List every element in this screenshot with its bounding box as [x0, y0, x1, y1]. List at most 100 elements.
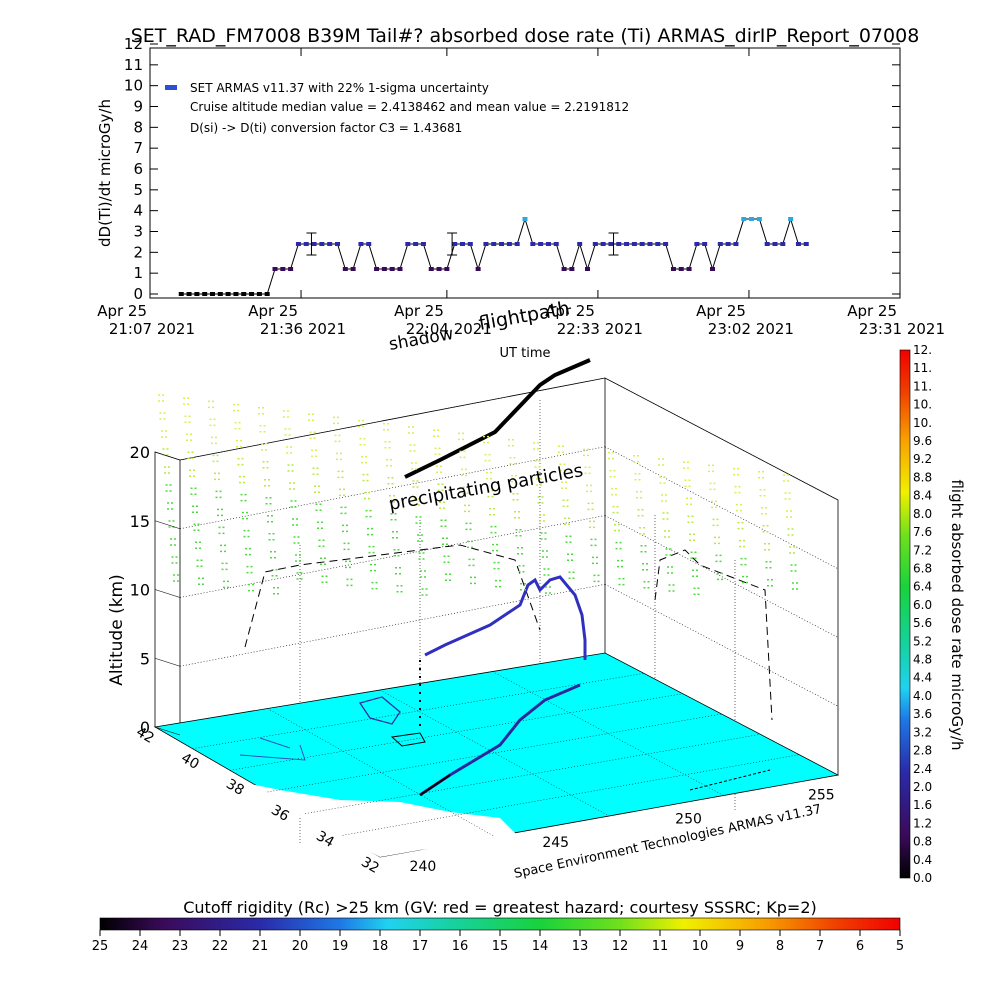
wall-gridline [604, 446, 839, 570]
y-tick-label: 6 [133, 160, 143, 178]
data-point [420, 242, 426, 246]
rigidity-label: Cutoff rigidity (Rc) >25 km (GV: red = g… [183, 898, 817, 917]
colorbar-tick-label: 5.2 [913, 634, 932, 648]
altitude-tick [154, 726, 181, 736]
data-point [499, 242, 505, 246]
altitude-tick-label: 20 [130, 443, 150, 462]
colorbar-tick-label: 2.8 [913, 744, 932, 758]
data-point [475, 267, 481, 271]
colorbar-tick-label: 12. [913, 343, 932, 357]
floor-gridlines [192, 671, 800, 837]
data-point [585, 267, 590, 271]
data-point [592, 242, 598, 246]
data-point [756, 217, 762, 221]
data-point [295, 242, 301, 246]
colorbar-tick-label: 8.4 [913, 489, 932, 503]
wall-projection-right [654, 549, 773, 721]
latitude-tick-label: 32 [358, 854, 381, 877]
data-point [217, 292, 223, 296]
data-point [428, 267, 434, 271]
data-point [772, 242, 778, 246]
data-point [616, 242, 622, 246]
x-tick-label-date: Apr 25 [97, 302, 147, 320]
colorbar-tick-label: 0.4 [913, 853, 932, 867]
colorbar-tick-label: 0.0 [913, 871, 932, 885]
data-point [311, 242, 317, 246]
rigidity-tick-label: 14 [532, 939, 549, 954]
y-tick-label: 8 [133, 118, 143, 136]
legend-line-2: Cruise altitude median value = 2.4138462… [190, 100, 629, 114]
data-point [389, 267, 395, 271]
data-point [350, 267, 356, 271]
data-point [569, 267, 575, 271]
colorbar-tick-label: 5.6 [913, 616, 932, 630]
coastline-shading [230, 780, 520, 857]
y-tick-label: 10 [124, 77, 143, 95]
wall-gridline [604, 377, 839, 501]
data-point [452, 242, 458, 246]
data-point [397, 267, 403, 271]
colorbar-tick-label: 4.4 [913, 671, 932, 685]
x-tick-label-date: Apr 25 [545, 302, 595, 320]
longitude-tick-label: 250 [675, 811, 702, 827]
colorbar-tick-label: 0.8 [913, 835, 932, 849]
colorbar-tick-label: 6.8 [913, 561, 932, 575]
colorbar-tick-label: 9.2 [913, 452, 932, 466]
rigidity-tick-label: 7 [816, 939, 824, 954]
altitude-tick-label: 0 [140, 718, 150, 737]
rigidity-ticks: 25 24 23 22 21 20 19 18 17 16 15 14 13 12 11 10 9 8 7 6 5 [92, 930, 904, 954]
rigidity-tick-label: 20 [292, 939, 309, 954]
data-point [335, 242, 340, 246]
colorbar-tick-label: 3.2 [913, 725, 932, 739]
colorbar-tick-label: 2.0 [913, 780, 932, 794]
data-point [413, 242, 419, 246]
flight-3d-view: shadow flightpath [107, 297, 840, 882]
dose-rate-series-points [178, 217, 809, 296]
data-point [600, 242, 606, 246]
y-tick-label: 5 [133, 181, 143, 199]
colorbar-tick-label: 4.8 [913, 653, 932, 667]
data-point [655, 242, 661, 246]
colorbar-tick-label: 3.6 [913, 707, 932, 721]
data-point [256, 292, 262, 296]
colorbar-gradient [899, 349, 911, 879]
data-point [788, 217, 794, 221]
data-point [639, 242, 645, 246]
data-point [202, 292, 208, 296]
data-point [577, 242, 583, 246]
legend-marker [165, 85, 177, 90]
x-tick-label-time: 22:04 2021 [406, 320, 492, 338]
data-point [342, 267, 348, 271]
shadow-flightpath [404, 358, 591, 479]
rigidity-tick-label: 25 [92, 939, 109, 954]
data-point [264, 292, 270, 296]
data-point [491, 242, 497, 246]
data-point [780, 242, 786, 246]
colorbar-tick-label: 8.8 [913, 470, 932, 484]
y-tick-label: 3 [133, 223, 143, 241]
data-point [545, 242, 551, 246]
data-point [538, 242, 544, 246]
altitude-tick [154, 589, 181, 598]
data-point [288, 267, 294, 271]
data-point [795, 242, 801, 246]
data-point [686, 267, 692, 271]
colorbar-tick-label: 10. [913, 416, 932, 430]
data-point [725, 242, 731, 246]
dose-rate-series-line [181, 217, 807, 295]
x-tick-label-time: 22:33 2021 [557, 320, 643, 338]
x-tick-label-date: Apr 25 [696, 302, 746, 320]
rigidity-tick-label: 10 [692, 939, 709, 954]
colorbar-tick-label: 10. [913, 398, 932, 412]
colorbar-tick-label: 2.4 [913, 762, 932, 776]
rigidity-tick-label: 5 [896, 939, 904, 954]
x-tick-label-time: 21:07 2021 [109, 320, 195, 338]
x-axis-label: UT time [500, 346, 551, 361]
latitude-tick-label: 36 [268, 802, 292, 825]
data-point [444, 267, 450, 271]
data-point [764, 242, 770, 246]
y-tick-label: 11 [124, 56, 143, 74]
rigidity-tick-label: 6 [856, 939, 864, 954]
rigidity-tick-label: 8 [776, 939, 784, 954]
